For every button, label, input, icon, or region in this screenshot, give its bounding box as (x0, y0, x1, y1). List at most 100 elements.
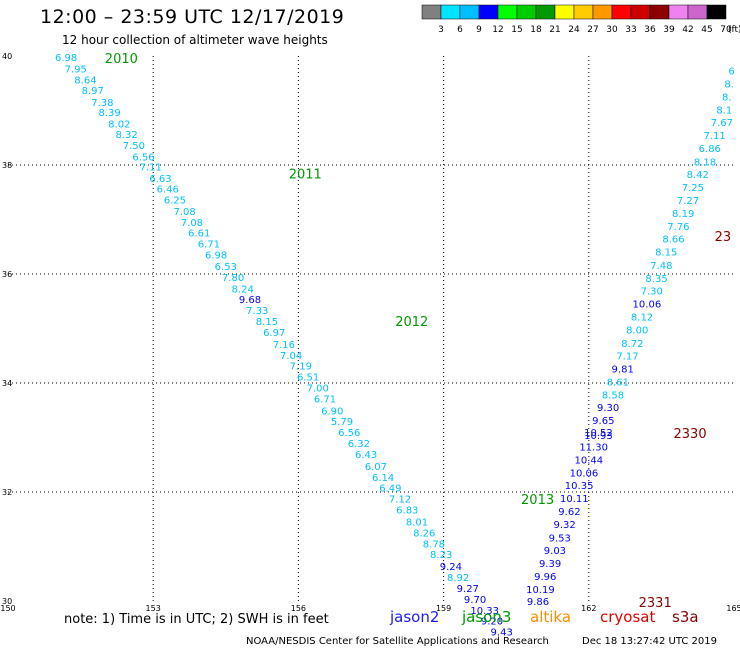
color-legend-label: 6 (457, 25, 463, 35)
wave-height-value: 10.52 (584, 428, 613, 439)
wave-height-value: 8.61 (607, 377, 629, 388)
wave-height-value: 9.27 (457, 584, 479, 595)
wave-height-value: 8.39 (99, 108, 121, 119)
color-legend-label: 36 (644, 25, 656, 35)
wave-height-value: 7.19 (290, 362, 312, 373)
note-text: note: 1) Time is in UTC; 2) SWH is in fe… (64, 612, 329, 627)
color-legend-label: 33 (625, 25, 636, 35)
wave-height-value: 9.96 (534, 572, 556, 583)
wave-height-value: 10.33 (470, 606, 499, 617)
color-legend-label: 9 (476, 25, 482, 35)
wave-height-value: 6.71 (198, 240, 220, 251)
color-legend-unit: (ft) (728, 25, 740, 35)
lon-tick-label: 165 (726, 604, 740, 613)
track-time-label: 2330 (674, 427, 707, 442)
wave-height-value: 7.67 (711, 118, 733, 129)
lat-tick-label: 34 (2, 379, 12, 388)
wave-height-value: 7.16 (273, 340, 295, 351)
wave-height-value: 9.81 (612, 364, 634, 375)
lon-tick-label: 150 (0, 604, 15, 613)
wave-height-value: 6.71 (314, 394, 336, 405)
color-legend-label: 21 (549, 25, 560, 35)
footer-credit: NOAA/NESDIS Center for Satellite Applica… (246, 636, 549, 647)
wave-height-value: 6.56 (132, 152, 154, 163)
wave-height-value: 8.92 (447, 573, 469, 584)
wave-height-value: 8.97 (82, 86, 104, 97)
wave-height-value: 8.35 (645, 274, 667, 285)
wave-height-value: 7.00 (307, 383, 329, 394)
lon-tick-label: 156 (291, 604, 306, 613)
lon-tick-label: 159 (436, 604, 451, 613)
wave-height-value: 7.76 (667, 222, 689, 233)
wave-height-value: 8.23 (430, 550, 452, 561)
wave-height-value: 6.43 (355, 450, 377, 461)
color-legend-label: 70 (720, 25, 732, 35)
wave-height-value: 7.30 (641, 286, 663, 297)
color-legend-label: 27 (587, 25, 598, 35)
wave-height-value: 7.08 (181, 218, 203, 229)
track-time-label: 2012 (395, 315, 428, 330)
wave-height-value: 6.97 (263, 328, 285, 339)
color-legend-label: 18 (530, 25, 542, 35)
wave-height-value: 6.51 (297, 373, 319, 384)
legend-satellite-altika: altika (530, 608, 572, 626)
wave-height-value: 9.43 (491, 628, 513, 639)
wave-height-value: 10.06 (570, 468, 599, 479)
wave-height-value: 8.58 (602, 391, 624, 402)
wave-height-value: 6.46 (157, 185, 179, 196)
wave-height-value: 10.35 (565, 481, 594, 492)
wave-height-value: 9.20 (481, 617, 503, 628)
wave-height-value: 10.06 (633, 300, 662, 311)
wave-height-value: 7.25 (682, 183, 704, 194)
wave-height-value: 9.24 (440, 562, 462, 573)
color-legend-label: 24 (568, 25, 580, 35)
wave-height-value: 8.24 (232, 284, 254, 295)
lon-tick-label: 162 (581, 604, 596, 613)
wave-height-value: 7.17 (616, 351, 638, 362)
wave-height-value: 10.19 (526, 585, 555, 596)
wave-height-value: 8.72 (621, 339, 643, 350)
legend-satellite-s3a: s3a (672, 608, 699, 626)
wave-height-value: 8.18 (694, 157, 716, 168)
wave-height-value: 9.03 (544, 546, 566, 557)
wave-height-value: 8.00 (626, 326, 648, 337)
wave-height-value: 6 (728, 66, 734, 77)
lat-tick-label: 40 (2, 52, 12, 61)
wave-height-value: 8.12 (631, 313, 653, 324)
color-legend-label: 42 (682, 25, 693, 35)
wave-height-value: 7.11 (704, 131, 726, 142)
wave-height-value: 6.61 (188, 229, 210, 240)
wave-height-value: 8.15 (256, 317, 278, 328)
wave-height-value: 6.63 (149, 174, 171, 185)
wave-height-value: 6.32 (348, 439, 370, 450)
wave-height-value: 6.86 (699, 144, 721, 155)
wave-height-value: 8.42 (687, 170, 709, 181)
wave-height-value: 6.98 (205, 250, 227, 261)
wave-height-value: 9.86 (527, 597, 549, 608)
wave-height-value: 8.66 (662, 235, 684, 246)
wave-height-value: 9.32 (553, 520, 575, 531)
page-subtitle: 12 hour collection of altimeter wave hei… (62, 33, 328, 47)
track-time-label: 2013 (521, 493, 554, 508)
wave-height-value: 5.79 (331, 417, 353, 428)
wave-height-value: 6.90 (321, 406, 343, 417)
wave-height-value: 6.25 (164, 195, 186, 206)
wave-height-value: 6.98 (55, 53, 77, 64)
wave-height-value: 8.64 (74, 76, 96, 87)
wave-height-value: 10.44 (574, 455, 603, 466)
track-time-label: 23 (715, 230, 732, 245)
legend-satellite-jason3: jason3 (462, 608, 512, 626)
legend-satellite-jason2: jason2 (390, 608, 440, 626)
wave-height-value: 8.78 (423, 539, 445, 550)
color-legend-label: 39 (663, 25, 675, 35)
wave-height-value: 7.04 (280, 351, 302, 362)
wave-height-value: 8.15 (655, 248, 677, 259)
track-time-label: 2011 (289, 168, 322, 183)
wave-height-value: 7.50 (123, 141, 145, 152)
wave-height-value: 7.12 (389, 495, 411, 506)
wave-height-value: 7.27 (677, 196, 699, 207)
wave-height-value: 7.33 (246, 306, 268, 317)
wave-height-value: 8.1 (716, 106, 732, 117)
wave-height-value: 9.39 (539, 559, 561, 570)
legend-satellite-cryosat: cryosat (600, 608, 656, 626)
